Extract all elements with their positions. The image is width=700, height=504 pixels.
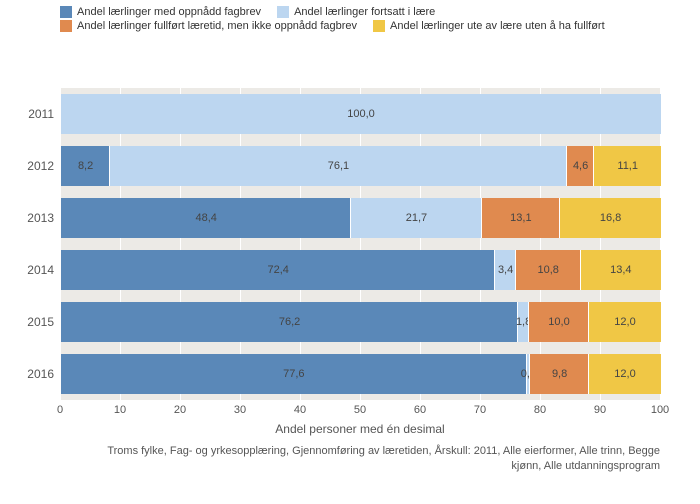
x-tick: 10 — [114, 404, 126, 416]
chart: 2011100,020128,276,14,611,1201348,421,71… — [60, 88, 660, 428]
bar-segment: 100,0 — [60, 94, 661, 134]
bar-segment: 12,0 — [588, 302, 661, 342]
bar-segment: 16,8 — [559, 198, 661, 238]
bar-value-label: 13,4 — [610, 264, 631, 276]
x-tick: 80 — [534, 404, 546, 416]
x-tick: 20 — [174, 404, 186, 416]
bar-segment: 48,4 — [60, 198, 351, 238]
bar-segment: 8,2 — [60, 146, 110, 186]
bar-row: 201472,43,410,813,4 — [60, 250, 660, 290]
legend-swatch — [373, 20, 385, 32]
footer-line-1: Troms fylke, Fag- og yrkesopplæring, Gje… — [107, 445, 660, 457]
bar-segment: 76,1 — [109, 146, 567, 186]
bar-value-label: 10,0 — [548, 316, 569, 328]
legend: Andel lærlinger med oppnådd fagbrev Andel… — [60, 6, 660, 34]
bar-row: 201576,21,810,012,0 — [60, 302, 660, 342]
bar-value-label: 21,7 — [406, 212, 427, 224]
legend-label: Andel lærlinger fortsatt i lære — [294, 6, 435, 18]
bar-segment: 10,0 — [528, 302, 589, 342]
x-tick: 60 — [414, 404, 426, 416]
x-tick: 30 — [234, 404, 246, 416]
bar-value-label: 72,4 — [267, 264, 288, 276]
bar-segment: 76,2 — [60, 302, 518, 342]
bar-value-label: 8,2 — [78, 160, 93, 172]
x-tick: 40 — [294, 404, 306, 416]
bar-value-label: 48,4 — [195, 212, 216, 224]
bar-segment: 13,4 — [580, 250, 661, 290]
bar-value-label: 77,6 — [283, 368, 304, 380]
bar-value-label: 10,8 — [537, 264, 558, 276]
legend-swatch — [60, 6, 72, 18]
bar-segment: 12,0 — [588, 354, 661, 394]
y-category-label: 2015 — [10, 315, 54, 329]
legend-item: Andel lærlinger fullført læretid, men ik… — [60, 20, 357, 32]
x-tick: 100 — [651, 404, 669, 416]
legend-item: Andel lærlinger fortsatt i lære — [277, 6, 435, 18]
bar-segment: 3,4 — [494, 250, 515, 290]
y-category-label: 2014 — [10, 263, 54, 277]
bar-segment: 72,4 — [60, 250, 495, 290]
x-axis-label: Andel personer med én desimal — [60, 422, 660, 436]
x-tick: 70 — [474, 404, 486, 416]
bar-value-label: 9,8 — [552, 368, 567, 380]
plot-area: 2011100,020128,276,14,611,1201348,421,71… — [60, 88, 660, 400]
footer-caption: Troms fylke, Fag- og yrkesopplæring, Gje… — [60, 444, 660, 474]
x-tick: 90 — [594, 404, 606, 416]
bar-value-label: 4,6 — [573, 160, 588, 172]
x-tick: 50 — [354, 404, 366, 416]
bar-value-label: 12,0 — [614, 368, 635, 380]
bar-segment: 4,6 — [566, 146, 595, 186]
bar-segment: 9,8 — [529, 354, 589, 394]
bar-row: 20128,276,14,611,1 — [60, 146, 660, 186]
bar-value-label: 11,1 — [617, 160, 638, 172]
bar-segment: 21,7 — [350, 198, 481, 238]
legend-swatch — [60, 20, 72, 32]
legend-label: Andel lærlinger ute av lære uten å ha fu… — [390, 20, 605, 32]
y-category-label: 2016 — [10, 367, 54, 381]
bar-value-label: 76,2 — [279, 316, 300, 328]
x-axis: Andel personer med én desimal 0102030405… — [60, 400, 660, 428]
bar-segment: 10,8 — [515, 250, 581, 290]
bar-row: 201677,60,69,812,0 — [60, 354, 660, 394]
footer-line-2: kjønn, Alle utdanningsprogram — [511, 460, 660, 472]
legend-item: Andel lærlinger ute av lære uten å ha fu… — [373, 20, 605, 32]
bar-value-label: 76,1 — [328, 160, 349, 172]
bar-row: 201348,421,713,116,8 — [60, 198, 660, 238]
bar-value-label: 13,1 — [510, 212, 531, 224]
legend-label: Andel lærlinger fullført læretid, men ik… — [77, 20, 357, 32]
bar-value-label: 16,8 — [600, 212, 621, 224]
bar-segment: 13,1 — [481, 198, 561, 238]
y-category-label: 2012 — [10, 159, 54, 173]
x-tick: 0 — [57, 404, 63, 416]
bar-value-label: 100,0 — [347, 108, 375, 120]
legend-swatch — [277, 6, 289, 18]
bar-row: 2011100,0 — [60, 94, 660, 134]
y-category-label: 2011 — [10, 107, 54, 121]
legend-item: Andel lærlinger med oppnådd fagbrev — [60, 6, 261, 18]
bar-segment: 11,1 — [593, 146, 661, 186]
bar-value-label: 3,4 — [498, 264, 513, 276]
bar-segment: 77,6 — [60, 354, 527, 394]
bar-value-label: 12,0 — [614, 316, 635, 328]
y-category-label: 2013 — [10, 211, 54, 225]
legend-label: Andel lærlinger med oppnådd fagbrev — [77, 6, 261, 18]
